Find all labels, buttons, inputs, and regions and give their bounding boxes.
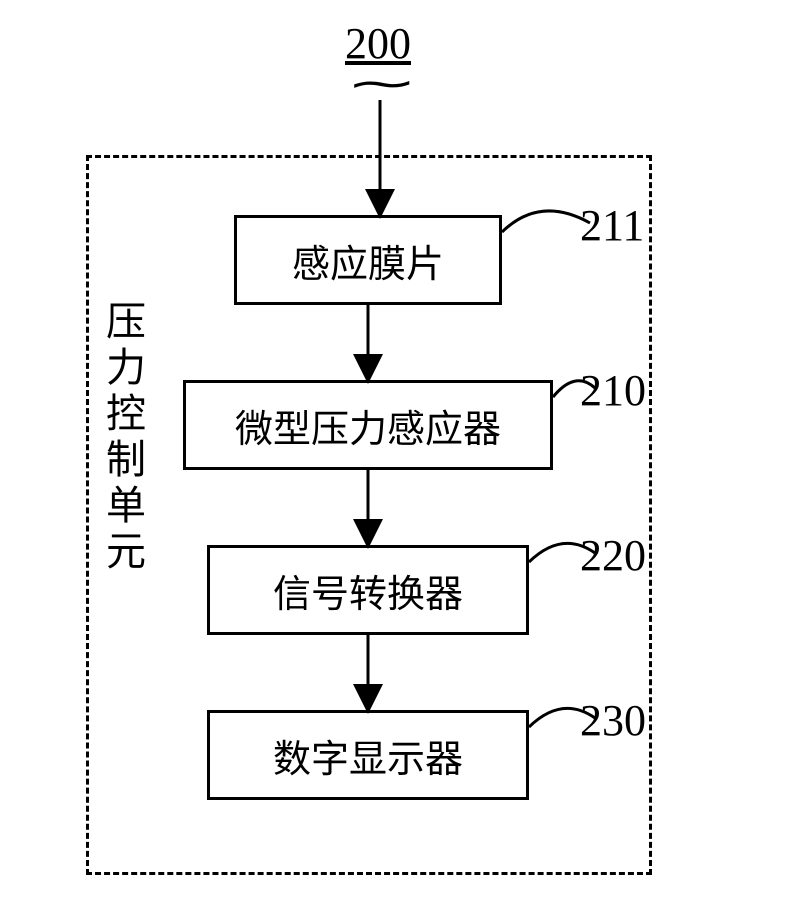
node-label: 数字显示器 [273, 728, 463, 783]
node-label: 微型压力感应器 [235, 398, 501, 453]
ref-220: 220 [580, 530, 646, 581]
node-sensing-diaphragm: 感应膜片 [234, 215, 502, 305]
node-micro-pressure-sensor: 微型压力感应器 [183, 380, 553, 470]
ref-211: 211 [580, 200, 644, 251]
ref-230: 230 [580, 695, 646, 746]
container-label: 压力控制单元 [100, 300, 144, 576]
diagram-canvas: 200 ∼ 压力控制单元 感应膜片 211 微型压力感应器 210 信号转换器 … [0, 0, 791, 901]
node-label: 感应膜片 [292, 233, 444, 288]
node-digital-display: 数字显示器 [207, 710, 529, 800]
node-signal-converter: 信号转换器 [207, 545, 529, 635]
node-label: 信号转换器 [273, 563, 463, 618]
ref-210: 210 [580, 365, 646, 416]
ref-200-tilde: ∼ [345, 60, 419, 107]
